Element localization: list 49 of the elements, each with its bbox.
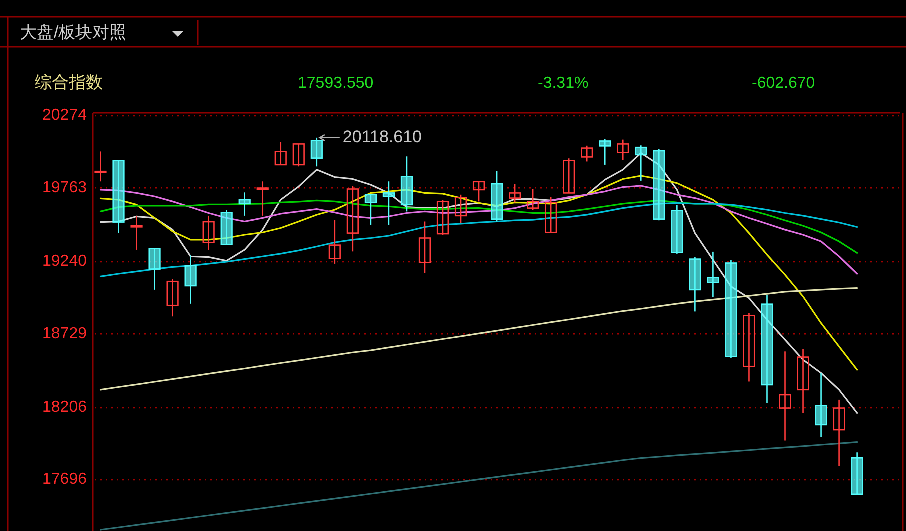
- candlestick: [815, 372, 828, 438]
- candlestick: [202, 215, 215, 251]
- candlestick: [743, 312, 756, 382]
- candlestick: [364, 194, 377, 226]
- y-tick-label: 19763: [42, 179, 88, 196]
- candlestick: [779, 351, 792, 442]
- candlestick: [274, 142, 287, 166]
- candlestick: [94, 151, 107, 182]
- line-series: [100, 442, 858, 531]
- candlestick: [833, 399, 846, 467]
- candlestick: [346, 185, 359, 252]
- candlestick: [617, 139, 630, 161]
- y-tick-label: 20274: [42, 107, 88, 124]
- candlestick: [635, 144, 648, 182]
- candlestick: [563, 158, 576, 194]
- text: 17593.550: [298, 75, 374, 92]
- y-tick-label: 19240: [42, 253, 88, 270]
- candlestick: [130, 215, 143, 251]
- candlestick: [436, 199, 450, 236]
- candlestick: [256, 180, 269, 217]
- text: -602.670: [752, 75, 816, 92]
- chart-title: 大盘/板块对照: [20, 23, 127, 42]
- candlestick: [166, 278, 179, 318]
- candlestick: [382, 180, 396, 226]
- line-series: [100, 175, 858, 371]
- candlestick: [454, 194, 468, 224]
- y-tick-label: 18206: [42, 399, 88, 416]
- candlestick: [707, 251, 720, 298]
- candlestick: [797, 348, 810, 414]
- candlestick: [472, 181, 486, 202]
- candlestick: [527, 188, 540, 211]
- candlestick: [509, 183, 522, 204]
- candlestick: [581, 145, 594, 162]
- candlestick: [418, 221, 432, 274]
- candlestick: [310, 137, 323, 168]
- chart-subtitle: 综合指数: [35, 73, 103, 92]
- candlestick: [238, 192, 251, 217]
- candlestick: [328, 219, 341, 265]
- line-series: [100, 185, 858, 275]
- y-tick-label: 18729: [42, 325, 88, 342]
- candlestick: [148, 248, 161, 291]
- line-series: [100, 287, 858, 391]
- candlestick: [292, 144, 305, 168]
- y-tick-label: 17696: [42, 471, 88, 488]
- candlestick: [599, 138, 612, 166]
- candlestick: [545, 196, 558, 234]
- candlestick: [184, 254, 197, 305]
- text: -3.31%: [538, 75, 589, 92]
- annotation: 20118.610: [342, 127, 422, 146]
